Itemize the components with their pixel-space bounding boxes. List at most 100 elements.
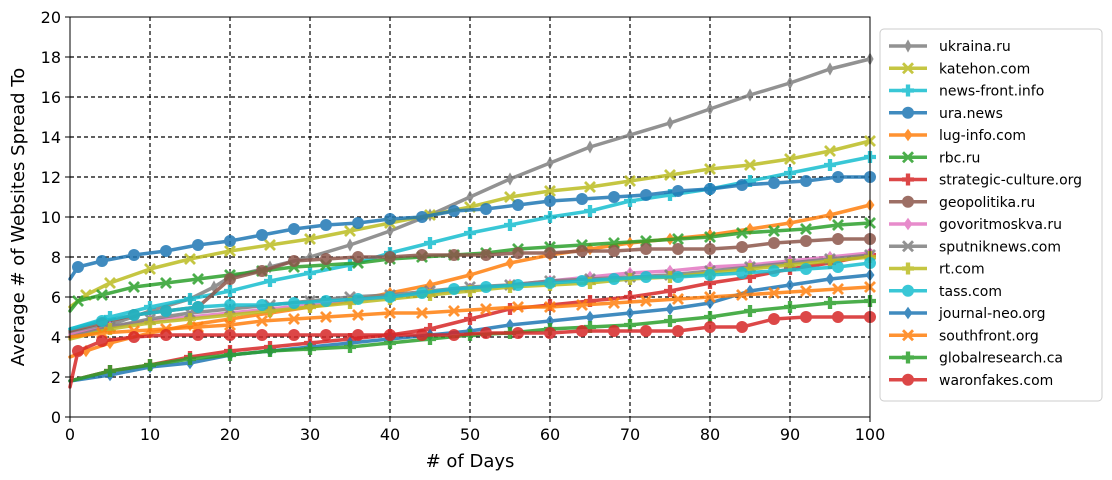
- data-point: [825, 272, 835, 286]
- data-point: [160, 277, 172, 289]
- data-point: [625, 306, 635, 320]
- data-point: [832, 233, 844, 245]
- legend-marker: [903, 217, 913, 231]
- legend-label: rt.com: [939, 262, 985, 278]
- data-point: [384, 307, 396, 319]
- data-point: [586, 140, 594, 154]
- legend-marker: [902, 373, 914, 386]
- data-point: [224, 235, 236, 247]
- axis-ticks: 0 10 20 30 40 50 60 70 80 90 100 0 2 4 6 8 10 12 14 16 18 20: [41, 8, 886, 444]
- data-point: [384, 337, 396, 349]
- data-point: [192, 273, 204, 285]
- data-point: [744, 271, 756, 283]
- data-point: [104, 323, 116, 335]
- data-point: [352, 217, 364, 229]
- data-point: [184, 293, 196, 305]
- data-point: [352, 309, 364, 321]
- data-point: [640, 243, 652, 255]
- x-axis-label: # of Days: [426, 451, 515, 472]
- data-point: [624, 291, 636, 303]
- x-tick-label: 80: [700, 425, 720, 444]
- legend-entry: [889, 262, 927, 275]
- data-point: [576, 245, 588, 257]
- legend-marker: [902, 173, 914, 186]
- data-point: [664, 189, 676, 201]
- y-tick-label: 0: [51, 408, 61, 427]
- data-point: [744, 159, 756, 171]
- legend-label: rbc.ru: [939, 150, 980, 166]
- legend-label: tass.com: [939, 284, 1002, 300]
- legend: ukraina.ru katehon.com news-front.info ura.…: [879, 28, 1103, 402]
- x-tick-label: 40: [380, 425, 400, 444]
- data-point: [464, 285, 476, 297]
- data-point: [512, 199, 524, 211]
- data-point: [800, 223, 812, 235]
- series-tass.com: [68, 257, 876, 331]
- data-point: [672, 293, 684, 305]
- data-point: [584, 205, 596, 217]
- data-point: [832, 283, 844, 295]
- data-point: [320, 219, 332, 231]
- data-point: [624, 175, 636, 187]
- legend-label: katehon.com: [939, 61, 1030, 77]
- data-point: [800, 285, 812, 297]
- data-point: [512, 327, 524, 339]
- data-point: [416, 307, 428, 319]
- y-tick-label: 14: [41, 128, 61, 147]
- legend-marker: [902, 84, 914, 97]
- data-point: [744, 263, 756, 275]
- data-point: [672, 271, 684, 283]
- series-line: [68, 285, 872, 339]
- x-tick-label: 60: [540, 425, 560, 444]
- data-point: [704, 277, 716, 289]
- data-point: [704, 321, 716, 333]
- data-point: [480, 303, 492, 315]
- data-point: [584, 181, 596, 193]
- legend-entry: [889, 173, 927, 186]
- data-point: [144, 263, 156, 275]
- legend-entry: [889, 106, 927, 119]
- legend-marker: [903, 306, 913, 320]
- data-point: [352, 329, 364, 341]
- data-point: [344, 341, 356, 353]
- data-point: [576, 325, 588, 337]
- data-point: [800, 311, 812, 323]
- data-point: [784, 259, 796, 271]
- data-point: [144, 359, 156, 371]
- data-point: [832, 171, 844, 183]
- data-point: [785, 278, 795, 292]
- legend-marker: [902, 62, 914, 75]
- data-point: [784, 153, 796, 165]
- data-point: [424, 333, 436, 345]
- data-point: [264, 345, 276, 357]
- legend-marker: [903, 128, 913, 142]
- legend-entry: [889, 217, 927, 231]
- data-point: [96, 255, 108, 267]
- data-point: [544, 195, 556, 207]
- data-point: [288, 329, 300, 341]
- series-ura.news: [68, 171, 876, 281]
- x-tick-label: 90: [780, 425, 800, 444]
- legend-label: journal-neo.org: [938, 306, 1045, 322]
- data-point: [480, 281, 492, 293]
- data-point: [626, 128, 634, 142]
- data-point: [544, 327, 556, 339]
- data-point: [184, 313, 196, 325]
- data-point: [544, 211, 556, 223]
- data-point: [672, 233, 684, 245]
- data-point: [288, 223, 300, 235]
- data-point: [320, 329, 332, 341]
- data-point: [624, 319, 636, 331]
- data-point: [72, 345, 84, 357]
- data-point: [576, 275, 588, 287]
- legend-label: globalresearch.ca: [939, 351, 1063, 367]
- data-point: [128, 249, 140, 261]
- data-point: [640, 189, 652, 201]
- data-point: [416, 287, 428, 299]
- legend-entry: [889, 151, 927, 164]
- data-point: [144, 301, 156, 313]
- legend-label: news-front.info: [939, 84, 1044, 100]
- data-point: [256, 315, 268, 327]
- legend-entry: [889, 84, 927, 97]
- data-point: [608, 245, 620, 257]
